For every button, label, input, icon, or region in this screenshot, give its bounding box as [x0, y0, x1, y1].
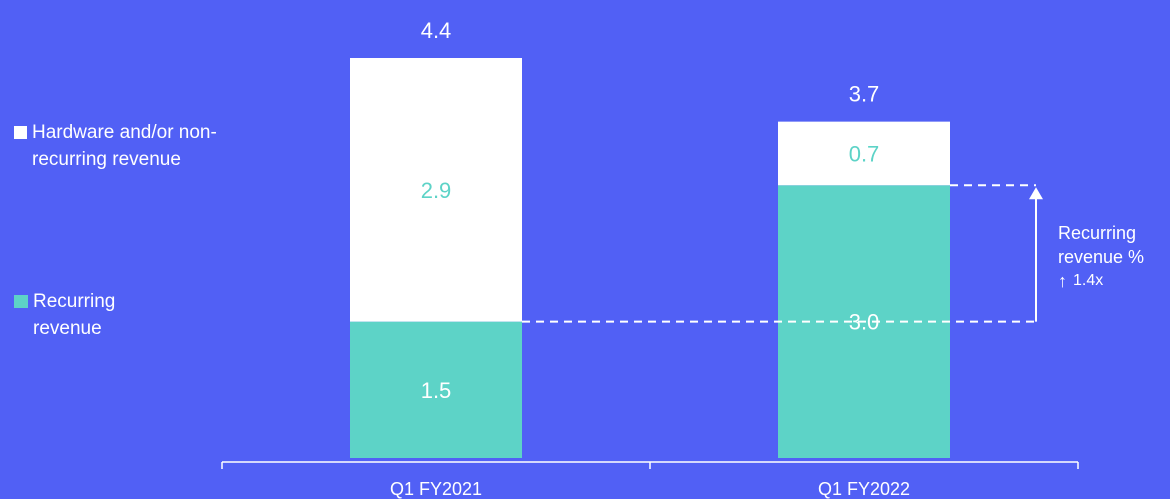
total-label: 4.4: [421, 18, 452, 43]
data-label: 2.9: [421, 178, 452, 203]
recurring-revenue-change-annotation: Recurring revenue % ↑ 1.4x: [1058, 221, 1168, 293]
legend-label-recurring: Recurring revenue: [33, 291, 116, 339]
data-label: 0.7: [849, 141, 880, 166]
legend-swatch-recurring: [14, 295, 28, 308]
legend-swatch-non-recurring: [14, 126, 27, 139]
bar-segment: [778, 121, 950, 186]
annotation-change-value: 1.4x: [1073, 272, 1104, 289]
total-label: 3.7: [849, 82, 880, 107]
bar-segment: [350, 58, 522, 322]
x-tick-label: Q1 FY2021: [390, 479, 482, 499]
bar-segment: [350, 321, 522, 458]
arrow-head-icon: [1029, 187, 1043, 200]
up-arrow-icon: ↑: [1058, 271, 1067, 291]
legend-item-non-recurring: Hardware and/or non-recurring revenue: [14, 119, 222, 173]
annotation-label: Recurring revenue %: [1058, 223, 1145, 267]
x-tick-label: Q1 FY2022: [818, 479, 910, 499]
data-label: 1.5: [421, 378, 452, 403]
legend-label-non-recurring: Hardware and/or non-recurring revenue: [32, 122, 217, 170]
legend-item-recurring: Recurring revenue: [14, 288, 143, 342]
